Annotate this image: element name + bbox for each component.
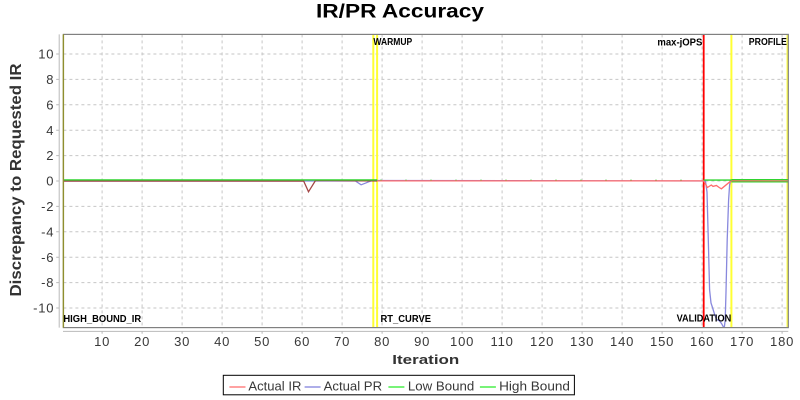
svg-text:6: 6 xyxy=(46,97,54,112)
svg-text:VALIDATION: VALIDATION xyxy=(677,312,732,324)
svg-text:Actual PR: Actual PR xyxy=(324,378,383,393)
svg-text:170: 170 xyxy=(730,334,754,349)
svg-text:160: 160 xyxy=(690,334,714,349)
svg-text:10: 10 xyxy=(38,47,54,62)
svg-text:-4: -4 xyxy=(41,224,54,239)
svg-text:120: 120 xyxy=(530,334,554,349)
svg-text:8: 8 xyxy=(46,72,54,87)
svg-text:Actual IR: Actual IR xyxy=(248,378,301,393)
svg-text:WARMUP: WARMUP xyxy=(373,36,412,48)
svg-text:30: 30 xyxy=(174,334,190,349)
svg-text:max-jOPS: max-jOPS xyxy=(657,37,702,49)
svg-text:40: 40 xyxy=(214,334,230,349)
svg-text:130: 130 xyxy=(570,334,594,349)
svg-text:180: 180 xyxy=(770,334,794,349)
svg-text:IR/PR Accuracy: IR/PR Accuracy xyxy=(316,2,485,23)
svg-text:50: 50 xyxy=(254,334,270,349)
svg-text:140: 140 xyxy=(610,334,634,349)
svg-text:4: 4 xyxy=(46,123,54,138)
svg-text:70: 70 xyxy=(334,334,350,349)
svg-text:-8: -8 xyxy=(41,275,54,290)
svg-text:90: 90 xyxy=(414,334,430,349)
svg-text:Discrepancy to Requested IR: Discrepancy to Requested IR xyxy=(8,63,25,296)
svg-text:PROFILE: PROFILE xyxy=(749,36,787,48)
svg-text:2: 2 xyxy=(46,148,54,163)
svg-text:-6: -6 xyxy=(41,250,54,265)
svg-text:60: 60 xyxy=(294,334,310,349)
svg-text:110: 110 xyxy=(491,334,514,349)
svg-text:RT_CURVE: RT_CURVE xyxy=(381,313,432,325)
svg-text:100: 100 xyxy=(450,334,474,349)
svg-text:-10: -10 xyxy=(33,301,54,316)
svg-text:HIGH_BOUND_IR: HIGH_BOUND_IR xyxy=(63,313,141,325)
svg-text:Low Bound: Low Bound xyxy=(408,378,474,393)
svg-text:20: 20 xyxy=(134,334,150,349)
svg-text:High Bound: High Bound xyxy=(499,378,570,393)
svg-text:Iteration: Iteration xyxy=(392,352,459,367)
svg-text:80: 80 xyxy=(374,334,390,349)
svg-text:0: 0 xyxy=(46,174,54,189)
svg-text:150: 150 xyxy=(650,334,674,349)
svg-text:10: 10 xyxy=(94,334,110,349)
svg-text:-2: -2 xyxy=(41,199,54,214)
